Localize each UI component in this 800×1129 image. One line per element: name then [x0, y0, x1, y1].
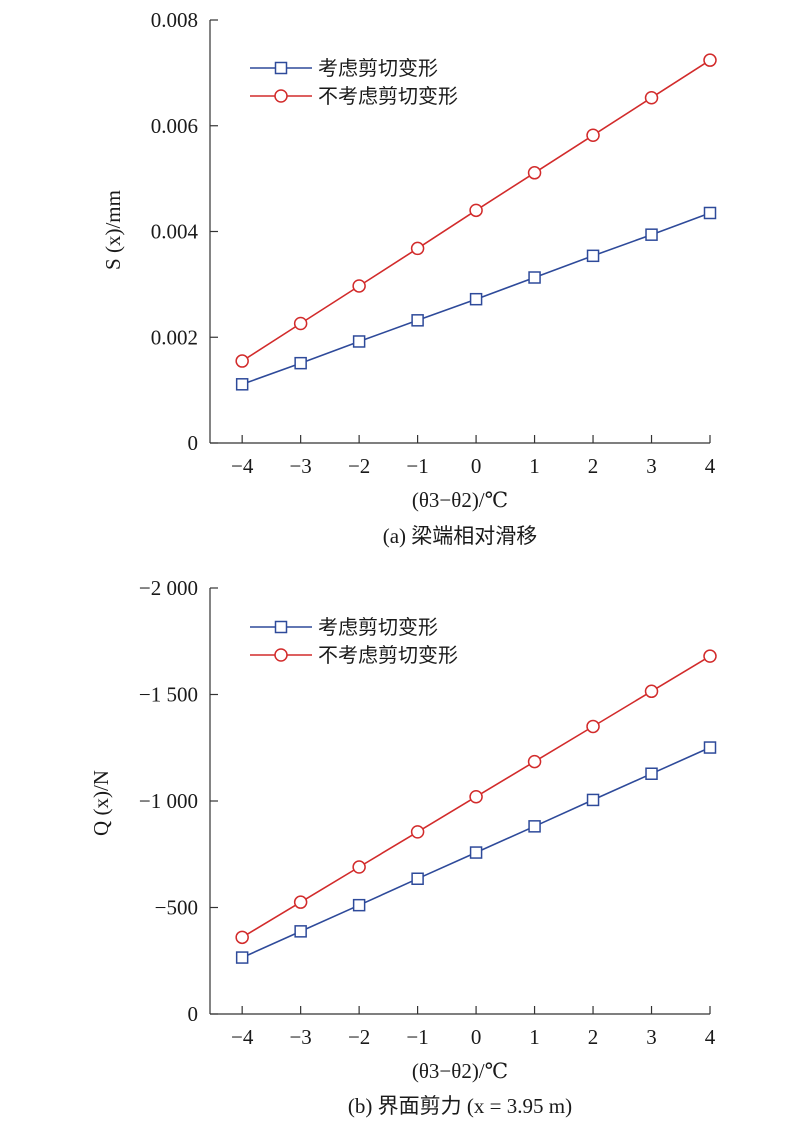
series-with-shear [235, 206, 717, 391]
x-axis-title: (θ3−θ2)/℃ [412, 1059, 508, 1083]
legend-marker-circle [274, 648, 288, 662]
data-point-circle [410, 241, 425, 256]
chart-panel-b: 0 −500 −1 000 −1 500 −2 000 −4 −3 −2 −1 0 1 2 3 4 (θ3−… [89, 576, 717, 1118]
data-point-square [645, 228, 658, 241]
y-tick-label: 0.006 [151, 114, 198, 138]
x-tick-label: 2 [588, 1025, 599, 1049]
data-point-circle [293, 895, 308, 909]
series-without-shear [235, 53, 717, 368]
x-tick-label: −3 [289, 454, 311, 478]
x-tick-label: 3 [646, 454, 657, 478]
data-point-square [411, 872, 424, 885]
x-tick-label: −2 [348, 454, 370, 478]
data-point-square [235, 378, 249, 391]
y-tick-label: −500 [155, 896, 198, 920]
legend-marker-square [274, 61, 288, 75]
legend-label: 不考虑剪切变形 [318, 643, 458, 667]
y-tick-label: 0.004 [151, 220, 199, 244]
data-point-square [411, 314, 424, 327]
y-tick-label: 0 [188, 1002, 199, 1026]
data-point-square [586, 793, 600, 807]
data-point-circle [352, 860, 366, 874]
chart-caption: (b) 界面剪力 (x = 3.95 m) [348, 1094, 572, 1118]
x-tick-label: 1 [529, 1025, 540, 1049]
x-tick-label: 1 [529, 454, 540, 478]
y-tick-label: −1 500 [139, 683, 198, 707]
legend-entry: 不考虑剪切变形 [250, 643, 458, 667]
data-point-circle [235, 354, 249, 368]
data-point-circle [644, 90, 659, 105]
y-axis-title: Q (x)/N [89, 770, 113, 836]
x-tick-label: −1 [406, 454, 428, 478]
y-axis-title: S (x)/mm [101, 190, 125, 270]
data-point-circle [293, 316, 308, 331]
data-point-circle [586, 719, 600, 734]
x-tick-label: 0 [471, 454, 482, 478]
legend-entry: 不考虑剪切变形 [250, 84, 458, 108]
chart-caption: (a) 梁端相对滑移 [383, 524, 538, 548]
data-point-square [645, 767, 658, 780]
x-tick-label: 3 [646, 1025, 657, 1049]
data-point-circle [352, 279, 366, 293]
data-point-square [703, 206, 717, 220]
legend-label: 考虑剪切变形 [318, 615, 438, 639]
data-point-circle [586, 128, 600, 143]
x-tick-label: 0 [471, 1025, 482, 1049]
y-tick-label: 0.008 [151, 8, 198, 32]
series-without-shear [235, 649, 717, 945]
data-point-square [352, 335, 366, 348]
x-tick-label: 4 [705, 1025, 716, 1049]
y-tick-label: 0 [188, 431, 199, 455]
legend-label: 考虑剪切变形 [318, 56, 438, 80]
y-tick-label: −2 000 [139, 576, 198, 600]
data-point-circle [527, 754, 542, 769]
data-point-square [528, 820, 541, 833]
data-point-square [294, 356, 307, 370]
data-point-circle [703, 53, 717, 67]
data-point-circle [644, 684, 659, 699]
y-tick-label: 0.002 [151, 325, 198, 349]
data-point-circle [469, 203, 483, 218]
data-point-circle [235, 930, 249, 945]
data-point-circle [410, 825, 425, 839]
x-tick-label: −4 [231, 1025, 254, 1049]
legend-marker-circle [274, 89, 288, 103]
legend-entry: 考虑剪切变形 [250, 615, 438, 639]
data-point-square [235, 951, 249, 964]
data-point-square [352, 898, 366, 912]
y-tick-label: −1 000 [139, 789, 198, 813]
x-tick-label: −1 [406, 1025, 428, 1049]
series-with-shear [235, 741, 717, 964]
legend-marker-square [274, 620, 288, 634]
x-tick-label: 4 [705, 454, 716, 478]
data-point-square [586, 249, 600, 263]
data-point-square [528, 271, 541, 284]
x-tick-label: −4 [231, 454, 254, 478]
x-tick-label: −2 [348, 1025, 370, 1049]
x-axis-title: (θ3−θ2)/℃ [412, 488, 508, 512]
chart-panel-a: 0 0.002 0.004 0.006 0.008 −4 −3 −2 −1 0 1 2 3 4 (θ3−θ2… [101, 8, 717, 548]
data-point-circle [703, 649, 717, 663]
legend-label: 不考虑剪切变形 [318, 84, 458, 108]
data-point-square [469, 846, 483, 859]
data-point-square [294, 925, 307, 938]
legend-entry: 考虑剪切变形 [250, 56, 438, 80]
x-tick-label: −3 [289, 1025, 311, 1049]
data-point-circle [527, 166, 542, 180]
data-point-square [469, 292, 483, 306]
x-tick-label: 2 [588, 454, 599, 478]
data-point-circle [469, 789, 483, 804]
data-point-square [703, 741, 717, 754]
